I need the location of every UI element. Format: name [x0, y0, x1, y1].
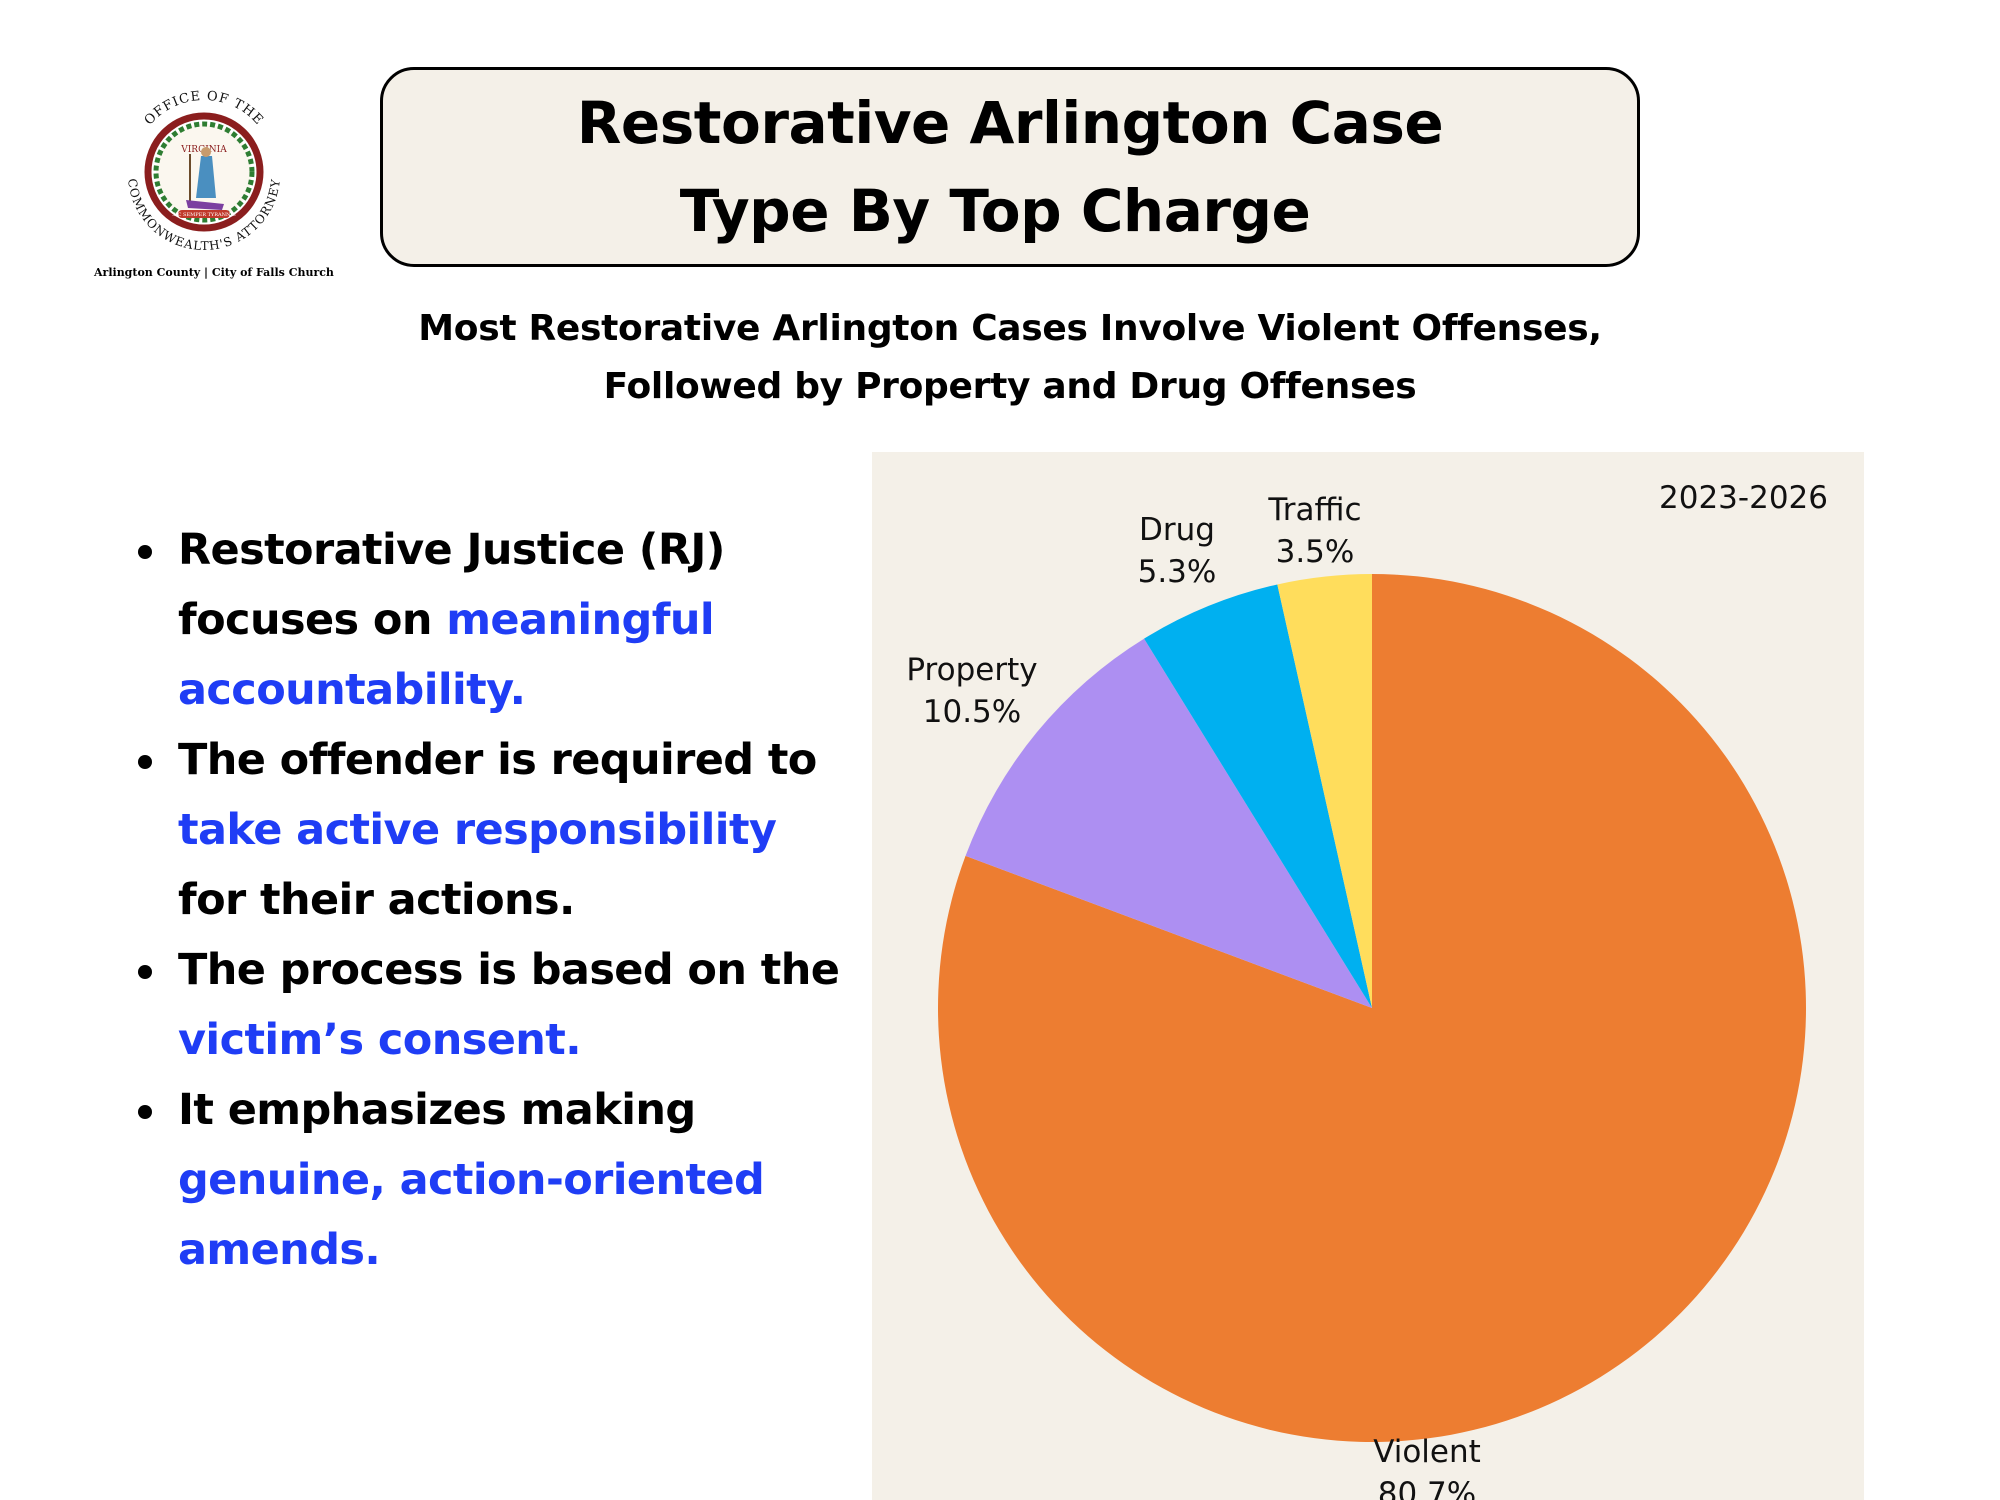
- bullet-text: for their actions.: [178, 875, 575, 925]
- bullet-item: The offender is required to take active …: [130, 725, 850, 935]
- pie-label-property: Property 10.5%: [906, 652, 1037, 730]
- pie-label-traffic: Traffic 3.5%: [1267, 492, 1361, 570]
- pie-chart: Violent 80.7% Property 10.5% Drug 5.3% Traffic…: [906, 492, 1806, 1500]
- seal-motto: SIC SEMPER TYRANNIS: [172, 212, 236, 218]
- bullet-text: The offender is required to: [178, 735, 817, 785]
- bullet-item: The process is based on the victim’s con…: [130, 935, 850, 1075]
- slice-value-label: 80.7%: [1378, 1476, 1476, 1500]
- pie-slice-property: [965, 638, 1372, 1008]
- pie-label-violent: Violent 80.7%: [1373, 1434, 1481, 1500]
- bullet-highlight-text: meaningful accountability.: [178, 595, 715, 715]
- chart-period-label: 2023-2026: [1659, 480, 1828, 516]
- pie-chart-panel: Violent 80.7% Property 10.5% Drug 5.3% Traffic…: [872, 452, 1864, 1500]
- title-box: Restorative Arlington Case Type By Top C…: [380, 67, 1640, 267]
- slice-label: Drug: [1139, 512, 1215, 548]
- subtitle-line-1: Most Restorative Arlington Cases Involve…: [418, 308, 1602, 349]
- slice-label: Violent: [1373, 1434, 1481, 1470]
- bullet-text: It emphasizes making: [178, 1085, 696, 1135]
- slice-label: Property: [906, 652, 1037, 688]
- slice-value-label: 3.5%: [1276, 534, 1355, 570]
- bullet-highlight-text: victim’s consent.: [178, 1015, 582, 1065]
- pie-slice-violent: [937, 574, 1806, 1442]
- bullet-text: Restorative Justice (RJ) focuses on: [178, 525, 725, 645]
- pie-label-drug: Drug 5.3%: [1138, 512, 1217, 590]
- bullet-highlight-text: genuine, action-oriented amends.: [178, 1155, 765, 1275]
- slice-value-label: 10.5%: [923, 694, 1021, 730]
- bullet-item: Restorative Justice (RJ) focuses on mean…: [130, 515, 850, 725]
- bullet-item: It emphasizes making genuine, action-ori…: [130, 1075, 850, 1285]
- pie-slice-drug: [1144, 584, 1372, 1008]
- virginia-seal-icon: OFFICE OF THE COMMONWEALTH'S ATTORNEY VI…: [125, 89, 282, 253]
- slice-label: Traffic: [1267, 492, 1361, 528]
- logo-caption: Arlington County | City of Falls Church: [94, 266, 334, 279]
- office-seal-logo: OFFICE OF THE COMMONWEALTH'S ATTORNEY VI…: [94, 70, 334, 280]
- page-title-line-2: Type By Top Charge: [679, 177, 1311, 245]
- bullet-items: Restorative Justice (RJ) focuses on mean…: [130, 515, 850, 1285]
- bullet-list: Restorative Justice (RJ) focuses on mean…: [130, 515, 850, 1285]
- bullet-text: The process is based on the: [178, 945, 840, 995]
- subtitle-line-2: Followed by Property and Drug Offenses: [603, 366, 1417, 407]
- subtitle: Most Restorative Arlington Cases Involve…: [300, 300, 1720, 416]
- pie-slice-traffic: [1277, 574, 1372, 1008]
- slice-value-label: 5.3%: [1138, 554, 1217, 590]
- bullet-highlight-text: take active responsibility: [178, 805, 777, 855]
- page-title-line-1: Restorative Arlington Case: [576, 89, 1444, 157]
